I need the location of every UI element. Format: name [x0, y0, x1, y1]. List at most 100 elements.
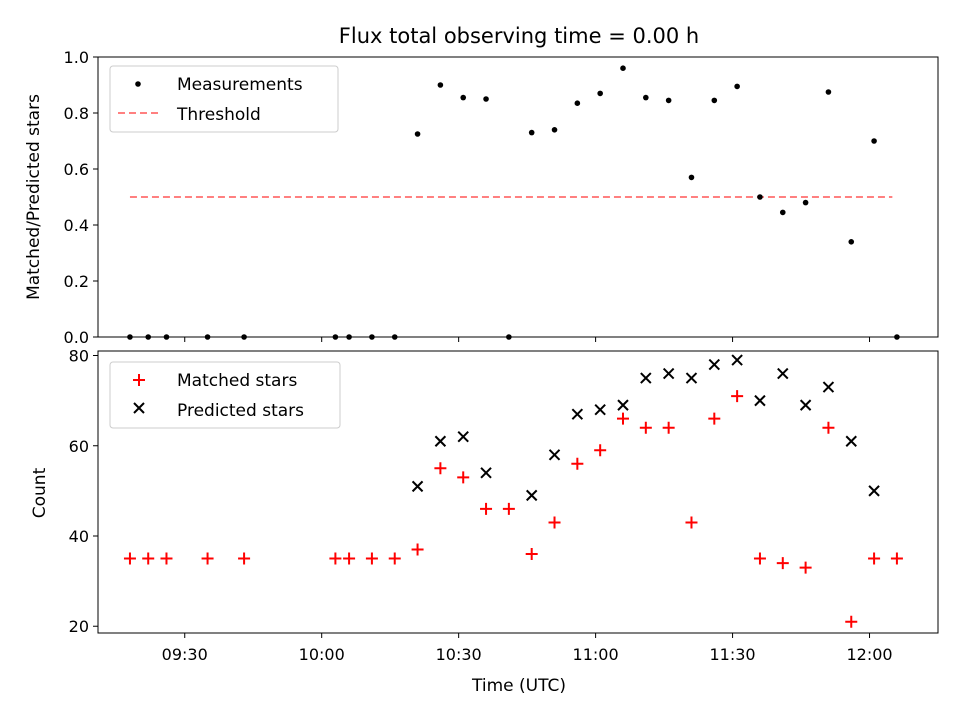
matched-star-point: [890, 552, 903, 565]
predicted-star-point: [571, 408, 584, 420]
bottom-y-tick-label: 60: [69, 437, 89, 456]
matched-star-point: [617, 412, 629, 425]
measurement-point: [145, 334, 152, 340]
matched-legend-label: Matched stars: [177, 371, 297, 391]
measurement-point: [127, 334, 133, 340]
bottom-y-tick-label: 40: [69, 527, 89, 546]
measurement-point: [779, 209, 786, 216]
predicted-star-point: [434, 435, 447, 447]
measurement-point: [802, 199, 809, 206]
measurement-point: [346, 334, 352, 340]
bottom-legend: Matched stars Predicted stars: [109, 361, 341, 429]
matched-star-point: [662, 421, 675, 434]
matched-star-point: [525, 548, 538, 561]
predicted-star-point: [754, 394, 766, 407]
predicted-star-point: [777, 367, 789, 380]
bottom-x-tick-label: 09:30: [162, 645, 208, 664]
measurements-legend-label: Measurements: [177, 75, 303, 95]
measurement-point: [241, 334, 247, 340]
top-plot-frame: [97, 56, 939, 338]
matched-star-point: [480, 502, 493, 515]
bottom-y-tick-label: 20: [69, 617, 89, 636]
predicted-legend-label: Predicted stars: [177, 401, 304, 421]
measurement-point: [894, 334, 900, 340]
matched-star-point: [868, 552, 881, 565]
matched-star-point: [571, 457, 584, 470]
bottom-plot: 20 40 60 80 09:30 10:00 10:30 11:00 11:30 12:00: [69, 347, 939, 664]
bottom-x-tick-label: 11:00: [573, 645, 619, 664]
matched-star-point: [329, 552, 342, 565]
top-y-tick-label: 1.0: [64, 48, 89, 67]
matched-star-point: [201, 552, 214, 565]
predicted-star-point: [685, 372, 698, 384]
measurement-point: [597, 90, 603, 97]
predicted-star-point: [411, 480, 424, 493]
matched-star-point: [731, 390, 744, 403]
matched-star-point: [753, 552, 766, 565]
matched-star-point: [457, 471, 470, 484]
measurement-point: [369, 334, 375, 340]
predicted-star-point: [845, 435, 857, 447]
measurement-point: [391, 334, 398, 340]
x-axis-label: Time (UTC): [471, 676, 566, 696]
top-legend-frame: [109, 65, 339, 133]
matched-star-point: [365, 552, 378, 565]
predicted-star-point: [868, 485, 880, 497]
measurement-point: [825, 89, 832, 95]
predicted-star-point: [822, 381, 835, 393]
measurement-point: [620, 65, 626, 71]
measurement-point: [414, 131, 421, 137]
matched-star-point: [776, 557, 789, 570]
measurement-point: [551, 127, 558, 133]
top-y-tick-label: 0.8: [64, 104, 89, 123]
top-y-tick-label: 0.4: [64, 216, 89, 235]
predicted-star-point: [457, 431, 469, 443]
bottom-legend-frame: [109, 361, 341, 429]
matched-legend-marker: [133, 374, 145, 386]
top-y-tick-label: 0.2: [64, 272, 89, 291]
measurement-point: [163, 334, 170, 340]
matched-star-point: [411, 543, 424, 556]
top-y-tick-label: 0.0: [64, 328, 89, 347]
predicted-star-point: [594, 403, 606, 416]
matched-star-point: [799, 561, 812, 574]
measurement-point: [528, 129, 535, 136]
bottom-x-tick-label: 11:30: [710, 645, 756, 664]
top-y-tick-label: 0.6: [64, 160, 89, 179]
threshold-legend-label: Threshold: [176, 105, 261, 125]
predicted-legend-marker: [133, 402, 145, 414]
measurement-point: [574, 100, 581, 106]
bottom-y-axis-label: Count: [30, 467, 50, 518]
measurements-legend-marker: [135, 81, 141, 87]
matched-star-point: [594, 444, 607, 457]
matched-star-point: [343, 552, 356, 565]
measurement-point: [848, 239, 855, 245]
matched-star-point: [639, 421, 652, 434]
measurement-point: [483, 96, 489, 102]
measurement-point: [711, 97, 718, 104]
matched-star-point: [123, 552, 136, 565]
measurement-point: [734, 83, 740, 90]
top-plot: 0.0 0.2 0.4 0.6 0.8 1.0: [64, 48, 939, 347]
measurement-point: [332, 334, 339, 340]
predicted-star-point: [548, 449, 561, 461]
bottom-y-tick-label: 80: [69, 347, 89, 366]
predicted-star-point: [525, 489, 538, 502]
matched-star-point: [238, 552, 251, 565]
predicted-star-point: [617, 399, 629, 411]
measurement-point: [437, 82, 444, 88]
bottom-x-tick-label: 10:00: [299, 645, 345, 664]
predicted-star-point: [799, 399, 812, 411]
bottom-plot-frame: [97, 350, 939, 634]
matched-star-point: [708, 412, 721, 425]
predicted-star-point: [480, 467, 492, 479]
measurement-point: [688, 174, 695, 181]
measurement-point: [506, 334, 512, 340]
measurement-point: [757, 194, 763, 200]
matched-star-point: [502, 502, 515, 515]
matched-star-point: [434, 462, 447, 475]
measurement-point: [871, 138, 877, 144]
predicted-star-point: [731, 354, 743, 366]
matched-star-point: [142, 552, 155, 565]
